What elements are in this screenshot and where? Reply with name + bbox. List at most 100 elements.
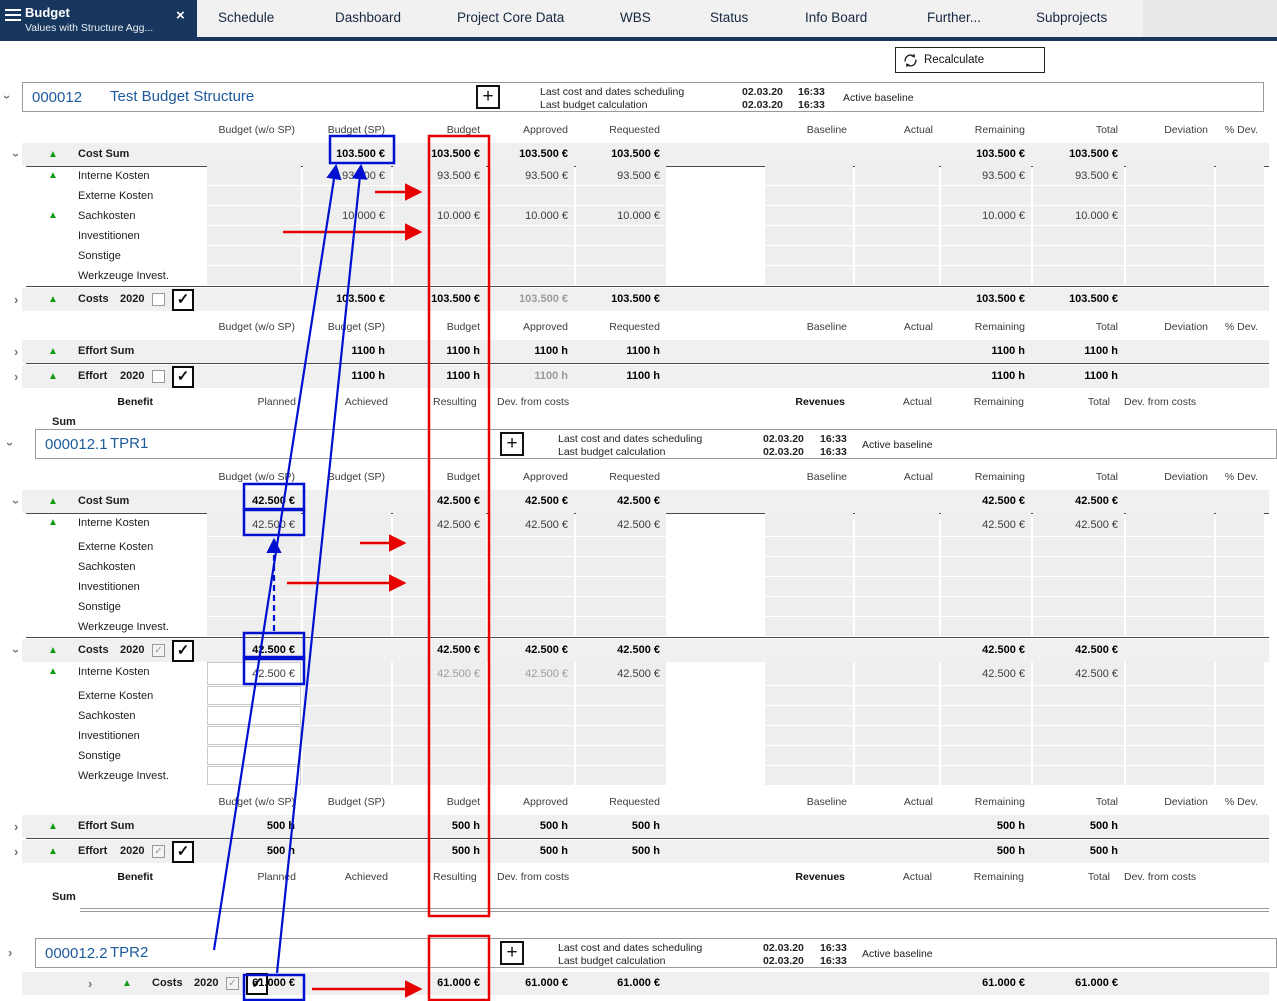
add-icon[interactable]: +: [476, 85, 500, 109]
tab-schedule[interactable]: Schedule: [218, 10, 275, 25]
tab-wbs[interactable]: WBS: [620, 10, 651, 25]
grid-cell: [1216, 726, 1264, 745]
tab-status[interactable]: Status: [710, 10, 749, 25]
grid-cell: [576, 186, 666, 205]
editable-cell[interactable]: [207, 766, 301, 785]
tab-further-[interactable]: Further...: [927, 10, 982, 25]
chevron-down-icon[interactable]: ›: [3, 441, 19, 447]
tab-project-core-data[interactable]: Project Core Data: [457, 10, 565, 25]
tab-dashboard[interactable]: Dashboard: [335, 10, 402, 25]
cell-value-budget: 1100 h: [446, 345, 480, 357]
benefit-revenues: Revenues: [795, 871, 845, 883]
grid-cell: [303, 726, 391, 745]
grid-cell: [1033, 537, 1124, 556]
grid-cell: [430, 746, 486, 765]
editable-cell[interactable]: [207, 726, 301, 745]
grid-cell: [393, 246, 428, 265]
include-checkbox[interactable]: ✓: [172, 366, 194, 388]
cell-value-requested: 1100 h: [626, 370, 660, 382]
chevron-right-icon[interactable]: ›: [8, 945, 13, 960]
chevron-right-icon[interactable]: ›: [14, 844, 19, 859]
column-header-actual: Actual: [903, 321, 933, 333]
chevron-right-icon[interactable]: ›: [14, 292, 19, 307]
project-name: TPR2: [110, 944, 149, 961]
aggregate-checkbox[interactable]: ✓: [226, 977, 239, 990]
include-checkbox[interactable]: ✓: [172, 640, 194, 662]
grid-cell: [303, 706, 391, 725]
grid-cell: [303, 746, 391, 765]
include-checkbox[interactable]: ✓: [172, 289, 194, 311]
aggregate-checkbox[interactable]: [152, 293, 165, 306]
chevron-down-icon[interactable]: ›: [9, 499, 25, 505]
grid-cell: [430, 226, 486, 245]
grid-cell: [430, 537, 486, 556]
benefit-achieved: Achieved: [344, 871, 388, 883]
cell-value-budget: 103.500 €: [431, 293, 480, 305]
grid-cell: [1033, 226, 1124, 245]
grid-cell: [855, 746, 939, 765]
grid-cell: [393, 617, 428, 636]
chevron-down-icon[interactable]: ›: [9, 152, 25, 158]
chevron-right-icon[interactable]: ›: [14, 369, 19, 384]
benefit-dev-from-costs: Dev. from costs: [497, 396, 570, 408]
grid-cell: [765, 513, 853, 536]
benefit-revenues: Revenues: [795, 396, 845, 408]
add-icon[interactable]: +: [500, 941, 524, 965]
recalculate-button[interactable]: Recalculate: [895, 47, 1045, 73]
scheduling-date: 02.03.20: [763, 942, 804, 954]
aggregate-checkbox[interactable]: [152, 370, 165, 383]
column-header-total: Total: [1095, 796, 1118, 808]
close-icon[interactable]: ×: [176, 7, 185, 24]
editable-cell[interactable]: [207, 746, 301, 765]
cell-value-requested: 93.500 €: [617, 170, 660, 182]
grid-cell: [941, 577, 1031, 596]
cell-value-remaining: 42.500 €: [982, 644, 1025, 656]
last-calculation-label: Last budget calculation: [540, 99, 648, 111]
cell-value-budget: 10.000 €: [437, 210, 480, 222]
cell-value-requested: 42.500 €: [617, 519, 660, 531]
row-label: Sonstige: [78, 601, 121, 613]
editable-cell[interactable]: [207, 706, 301, 725]
recalculate-label: Recalculate: [924, 54, 985, 66]
row-year: 2020: [194, 977, 219, 989]
grid-cell: [393, 226, 428, 245]
editable-cell[interactable]: [207, 686, 301, 705]
row-label: Werkzeuge Invest.: [78, 270, 169, 282]
chevron-right-icon[interactable]: ›: [88, 976, 93, 991]
add-icon[interactable]: +: [500, 432, 524, 456]
chevron-down-icon[interactable]: ›: [0, 94, 16, 100]
grid-cell: [430, 597, 486, 616]
grid-cell: [941, 513, 1031, 536]
scheduling-date: 02.03.20: [763, 433, 804, 445]
row-label: Costs: [78, 293, 109, 305]
grid-cell: [488, 686, 574, 705]
column-header-pdev: % Dev.: [1224, 124, 1258, 136]
chevron-right-icon[interactable]: ›: [14, 819, 19, 834]
grid-cell: [1216, 557, 1264, 576]
grid-cell: [303, 577, 391, 596]
grid-cell: [941, 726, 1031, 745]
cell-value-remaining: 1100 h: [991, 345, 1025, 357]
grid-cell: [303, 537, 391, 556]
tab-budget-active[interactable]: Budget Values with Structure Agg... ×: [0, 0, 197, 41]
chevron-right-icon[interactable]: ›: [14, 344, 19, 359]
cell-value-wosp: 42.500 €: [252, 495, 295, 507]
tab-subprojects[interactable]: Subprojects: [1036, 10, 1108, 25]
aggregate-checkbox[interactable]: ✓: [152, 644, 165, 657]
tab-info-board[interactable]: Info Board: [805, 10, 868, 25]
grid-cell: [1126, 557, 1214, 576]
grid-cell: [765, 662, 853, 685]
include-checkbox[interactable]: ✓: [172, 841, 194, 863]
column-header-deviation: Deviation: [1164, 124, 1208, 136]
grid-cell: [1126, 246, 1214, 265]
benefit-total: Total: [1087, 396, 1110, 408]
row-label: Externe Kosten: [78, 190, 154, 202]
grid-cell: [303, 766, 391, 785]
calculation-date: 02.03.20: [742, 99, 783, 111]
chevron-down-icon[interactable]: ›: [9, 648, 25, 654]
grid-cell: [430, 266, 486, 285]
scheduling-date: 02.03.20: [742, 86, 783, 98]
grid-cell: [576, 662, 666, 685]
row-year: 2020: [120, 370, 145, 382]
aggregate-checkbox[interactable]: ✓: [152, 845, 165, 858]
